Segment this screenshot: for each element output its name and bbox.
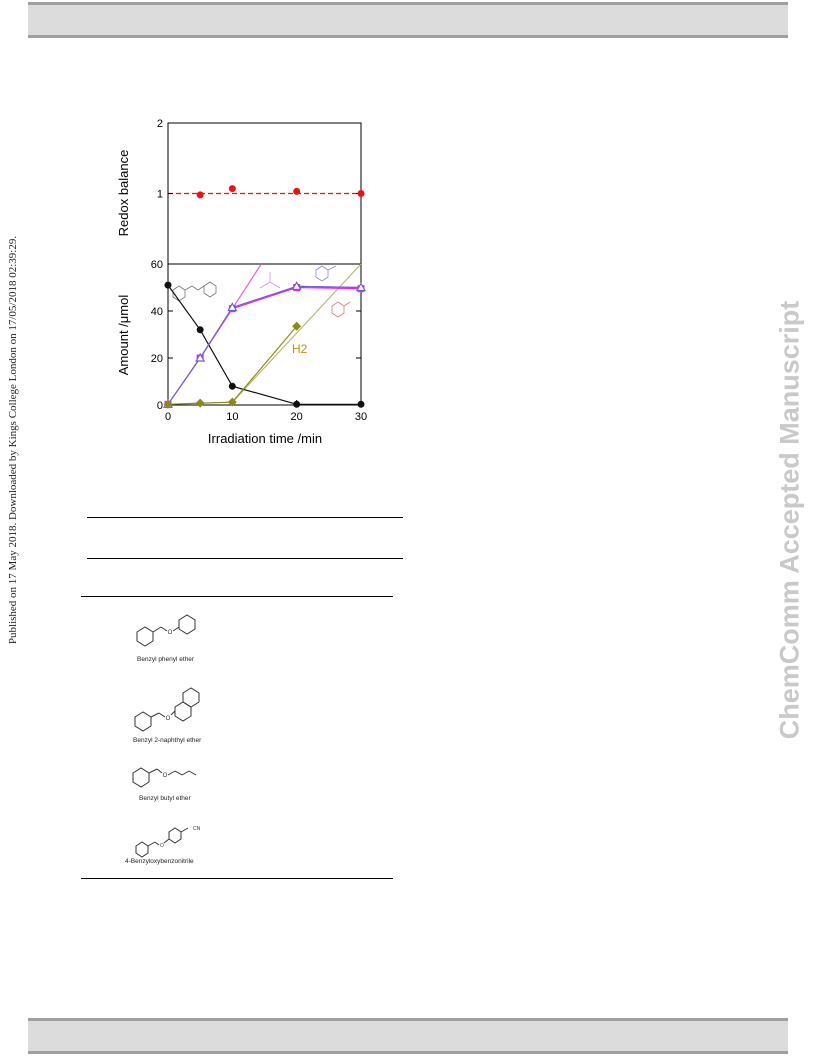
figure-chart: 2 1 Redox balance 0 20 40 60 0 10 20 30 Amount /… — [116, 118, 367, 446]
series-point-circle — [357, 400, 365, 408]
series-point-triangle — [355, 282, 367, 292]
table-rule-top — [87, 517, 403, 518]
redox-point — [196, 191, 204, 199]
amount-xtick-label: 20 — [291, 411, 303, 423]
benzyl-naphthyl-ether-icon: O — [134, 687, 200, 732]
redox-point — [357, 190, 365, 197]
series-line — [167, 325, 298, 405]
svg-text:O: O — [163, 773, 168, 779]
phenol-structure-icon — [315, 265, 337, 282]
amount-ytick-label: 20 — [151, 353, 163, 365]
table-rule-mid — [87, 558, 403, 559]
series-line — [167, 285, 362, 405]
series-point-diamond — [163, 399, 173, 409]
series-point-triangle — [291, 281, 302, 290]
amount-xtick-label: 10 — [226, 411, 238, 423]
amount-ytick-label: 40 — [151, 306, 163, 318]
footer-band — [28, 1018, 788, 1054]
series-point-circle — [293, 400, 301, 408]
compound-label: Benzyl phenyl ether — [137, 656, 195, 663]
benzyl-butyl-ether-icon: O — [132, 767, 197, 788]
svg-text:O: O — [160, 843, 164, 849]
compound-benzyl-naphthyl-ether: O Benzyl 2-naphthyl ether — [125, 685, 215, 745]
svg-text:CN: CN — [193, 826, 201, 832]
series-point-circle — [228, 382, 236, 390]
redox-point — [293, 187, 301, 195]
redox-ytick-label: 1 — [157, 189, 163, 201]
series-point-diamond — [292, 321, 302, 331]
header-band — [28, 2, 788, 38]
compound-label: Benzyl butyl ether — [139, 795, 191, 802]
redox-ylabel: Redox balance — [116, 150, 131, 237]
publication-note: Published on 17 May 2018. Downloaded by … — [2, 236, 24, 644]
compound-label: 4-Benzyloxybenzonitrile — [125, 858, 194, 865]
amount-ytick-label: 60 — [151, 259, 163, 271]
series-line — [167, 286, 362, 405]
table-rule-bottom — [81, 878, 393, 879]
table-rule-body-top — [81, 596, 393, 597]
compound-benzyl-phenyl-ether: O Benzyl phenyl ether — [125, 610, 215, 665]
series-line — [167, 284, 361, 405]
compound-benzyloxybenzonitrile: O CN 4-Benzyloxybenzonitrile — [120, 822, 215, 867]
svg-text:O: O — [166, 716, 171, 722]
publication-note-text: Published on 17 May 2018. Downloaded by … — [7, 235, 19, 645]
compound-label: Benzyl 2-naphthyl ether — [133, 737, 202, 744]
benzyloxybenzonitrile-icon: O CN — [135, 826, 201, 858]
series-point-diamond — [195, 398, 205, 408]
benzyl-phenyl-ether-structure-icon — [172, 281, 217, 302]
amount-panel-frame — [167, 263, 362, 406]
amount-xlabel: Irradiation time /min — [208, 431, 322, 446]
amount-ylabel: Amount /μmol — [116, 295, 131, 376]
series-point-circle — [164, 281, 172, 289]
amount-xtick-label: 30 — [355, 411, 367, 423]
guide-line — [231, 263, 262, 309]
redox-point — [228, 185, 236, 193]
compound-benzyl-butyl-ether: O Benzyl butyl ether — [125, 765, 215, 805]
manuscript-watermark: ChemComm Accepted Manuscript — [760, 270, 816, 770]
toluene-structure-icon — [331, 301, 351, 318]
series-point-triangle — [227, 302, 238, 312]
h2-annotation: H2 — [292, 342, 308, 356]
acetone-structure-icon — [259, 272, 281, 289]
watermark-text: ChemComm Accepted Manuscript — [774, 300, 805, 740]
amount-ytick-label: 0 — [157, 400, 163, 412]
series-point-diamond — [227, 397, 237, 407]
amount-xtick-label: 0 — [165, 411, 171, 423]
series-point-triangle — [195, 352, 206, 362]
svg-text:O: O — [168, 630, 173, 636]
benzyl-phenyl-ether-icon: O — [136, 614, 196, 647]
redox-ytick-label: 2 — [157, 118, 163, 130]
series-point-circle — [196, 326, 204, 334]
